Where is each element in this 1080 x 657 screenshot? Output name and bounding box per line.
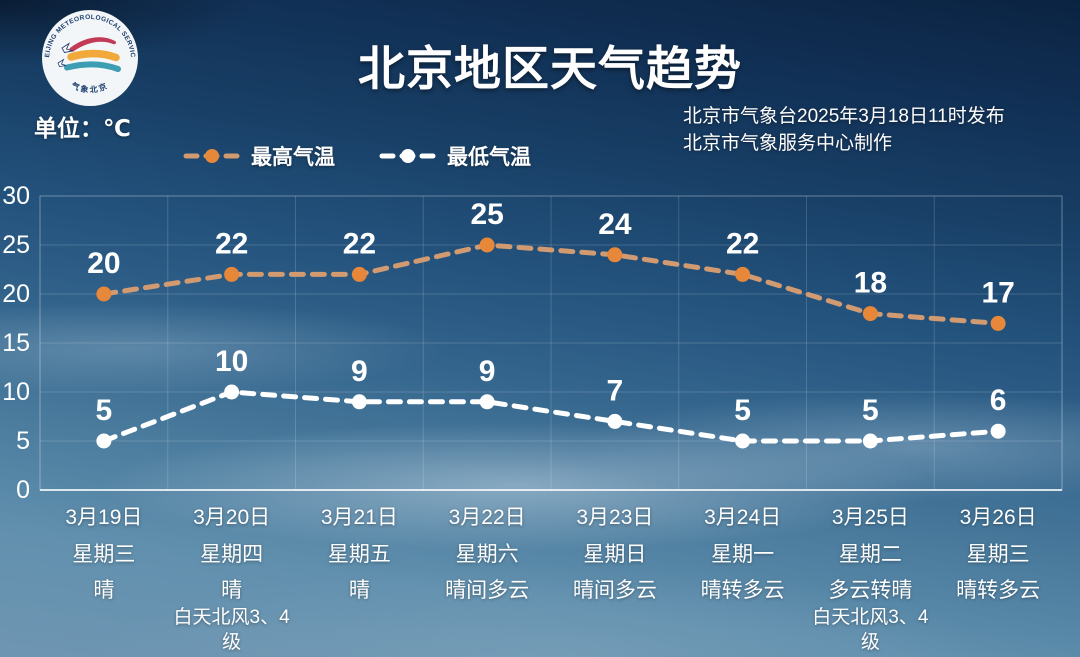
min-temp-point xyxy=(862,433,878,449)
max-temp-point xyxy=(990,315,1006,331)
min-temp-point xyxy=(96,433,112,449)
min-temp-value-label: 5 xyxy=(734,394,751,427)
max-temp-point xyxy=(607,247,623,263)
logo-orange-arc xyxy=(67,49,120,62)
weekday-label: 星期四 xyxy=(200,543,264,566)
publisher-line1: 北京市气象台2025年3月18日11时发布 xyxy=(683,106,1005,127)
y-tick-label: 0 xyxy=(16,476,30,504)
max-temp-line xyxy=(101,242,1001,326)
date-label: 3月26日 xyxy=(959,506,1037,529)
max-temp-value-label: 20 xyxy=(87,247,120,280)
weekday-label: 星期五 xyxy=(327,543,391,566)
min-temp-point xyxy=(351,394,367,410)
weather-label: 晴间多云 xyxy=(572,579,657,602)
min-temp-point xyxy=(735,433,751,449)
weather-label: 晴间多云 xyxy=(445,579,530,602)
weekday-label: 星期三 xyxy=(72,543,136,566)
max-temp-point xyxy=(479,237,495,253)
date-label: 3月21日 xyxy=(320,506,398,529)
y-tick-label: 5 xyxy=(16,427,30,455)
weather-label: 多云转晴 xyxy=(828,579,913,602)
weather-label: 晴 xyxy=(348,579,370,602)
weekday-label: 星期日 xyxy=(583,543,647,566)
weather-label: 晴 xyxy=(93,579,115,602)
date-label: 3月22日 xyxy=(448,506,526,529)
meteorological-service-logo: BEIJING METEOROLOGICAL SERVICE 气象北京 xyxy=(40,8,138,106)
legend-label: 最低气温 xyxy=(447,146,531,169)
day-column: 3月21日星期五晴 xyxy=(296,494,424,655)
max-temp-value-label: 25 xyxy=(470,198,503,231)
min-temp-value-label: 7 xyxy=(607,374,624,407)
logo-teal-arc xyxy=(64,61,121,72)
legend-label: 最高气温 xyxy=(251,146,335,169)
day-column: 3月23日星期日晴间多云 xyxy=(551,494,679,655)
min-temp-value-label: 6 xyxy=(990,384,1007,417)
date-label: 3月23日 xyxy=(576,506,654,529)
date-label: 3月20日 xyxy=(193,506,271,529)
max-temp-value-label: 24 xyxy=(598,208,632,241)
min-temp-value-label: 5 xyxy=(862,394,879,427)
max-temp-point xyxy=(351,266,367,282)
x-axis-labels: 3月19日 星期三晴 3月20日 星期四晴白天北风3、4级 3月21日 星期五晴 3月22日… xyxy=(40,494,1062,655)
day-column: 3月22日星期六晴间多云 xyxy=(423,494,551,655)
logo-red-swoosh xyxy=(69,37,117,52)
date-label: 3月25日 xyxy=(831,506,909,529)
logo-dove-icon xyxy=(57,58,67,67)
max-temp-value-label: 18 xyxy=(854,267,887,300)
min-temp-value-label: 9 xyxy=(351,355,368,388)
min-temp-line xyxy=(101,389,1001,444)
weekday-label: 星期六 xyxy=(455,543,519,566)
wind-label: 白天北风3、4级 xyxy=(173,607,290,653)
min-temp-value-label: 10 xyxy=(215,345,248,378)
max-temp-value-label: 17 xyxy=(981,276,1014,309)
min-temp-point xyxy=(990,423,1006,439)
legend-line-marker xyxy=(183,149,241,163)
y-tick-label: 25 xyxy=(2,231,30,259)
publisher-info: 北京市气象台2025年3月18日11时发布 北京市气象服务中心制作 xyxy=(683,103,1005,157)
max-temp-point xyxy=(735,266,751,282)
min-temp-value-label: 9 xyxy=(479,355,496,388)
day-column: 3月20日星期四晴白天北风3、4级 xyxy=(168,494,296,655)
min-temp-point xyxy=(479,394,495,410)
unit-label: 单位：℃ xyxy=(34,115,131,141)
weather-label: 晴转多云 xyxy=(956,579,1041,602)
max-temp-value-label: 22 xyxy=(215,227,248,260)
weekday-label: 星期三 xyxy=(966,543,1030,566)
min-temp-point xyxy=(224,384,240,400)
max-temp-point xyxy=(862,306,878,322)
weekday-label: 星期一 xyxy=(711,543,775,566)
min-temp-value-label: 5 xyxy=(96,394,113,427)
date-label: 3月19日 xyxy=(65,506,143,529)
chart-legend: 最高气温 最低气温 xyxy=(183,141,531,171)
weather-label: 晴 xyxy=(221,579,243,602)
weather-label: 晴转多云 xyxy=(700,579,785,602)
day-column: 3月25日星期二多云转晴白天北风3、4级 xyxy=(807,494,935,655)
date-label: 3月24日 xyxy=(704,506,782,529)
y-tick-label: 20 xyxy=(2,280,30,308)
max-temp-point xyxy=(224,266,240,282)
legend-line-marker xyxy=(379,149,437,163)
day-column: 3月19日星期三晴 xyxy=(40,494,168,655)
publisher-line2: 北京市气象服务中心制作 xyxy=(683,133,893,154)
y-tick-label: 30 xyxy=(2,182,30,210)
weekday-label: 星期二 xyxy=(838,543,902,566)
max-temp-point xyxy=(96,286,112,302)
day-column: 3月26日星期三晴转多云 xyxy=(934,494,1062,655)
y-tick-label: 15 xyxy=(2,329,30,357)
logo-circle xyxy=(42,10,138,106)
legend-item-min-temp: 最低气温 xyxy=(379,141,531,171)
logo-dove-icon xyxy=(61,42,75,54)
max-temp-value-label: 22 xyxy=(726,227,759,260)
day-column: 3月24日星期一晴转多云 xyxy=(679,494,807,655)
page-title: 北京地区天气趋势 xyxy=(358,42,742,95)
y-tick-label: 10 xyxy=(2,378,30,406)
min-temp-point xyxy=(607,413,623,429)
max-temp-value-label: 22 xyxy=(343,227,376,260)
legend-item-max-temp: 最高气温 xyxy=(183,141,335,171)
wind-label: 白天北风3、4级 xyxy=(812,607,929,653)
